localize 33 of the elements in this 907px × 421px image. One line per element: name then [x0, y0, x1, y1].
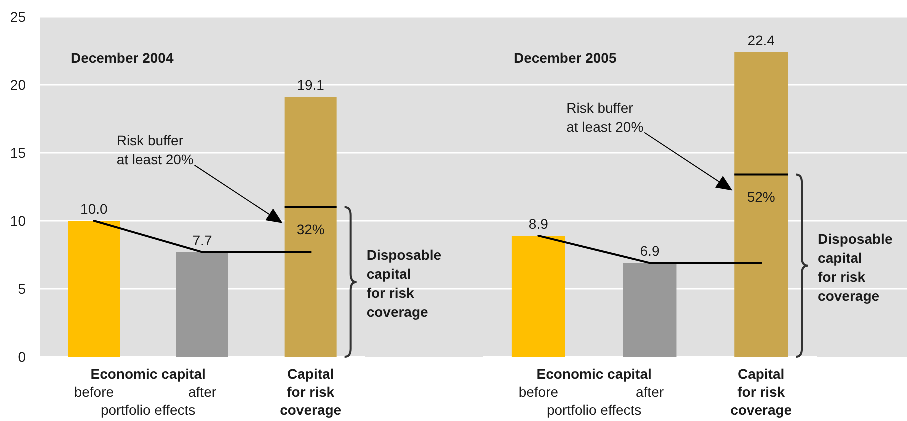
y-tick-label: 15: [10, 145, 26, 161]
x-tick-label: before: [74, 384, 114, 400]
x-tick-label: before: [518, 384, 559, 400]
x-tick-label: after: [636, 384, 664, 400]
bar: [284, 97, 337, 357]
y-tick-label: 25: [10, 9, 26, 25]
text: Disposable capital for risk coverage: [818, 230, 893, 304]
data-label: 6.9: [640, 243, 660, 260]
x-tick-label: after: [188, 384, 217, 400]
annotation: 32%: [296, 221, 325, 238]
bar: [68, 221, 120, 357]
y-tick-label: 0: [18, 349, 26, 365]
text: portfolio effects: [546, 402, 642, 418]
data-label: 19.1: [297, 77, 325, 94]
data-label: 7.7: [192, 232, 212, 248]
data-label: 10.0: [80, 201, 108, 217]
text: portfolio effects: [100, 402, 196, 418]
text: December 2005: [514, 50, 617, 66]
y-tick-label: 20: [10, 77, 26, 93]
x-tick-label: Capital for risk coverage: [280, 366, 342, 418]
annotation: Risk buffer at least 20%: [116, 132, 194, 168]
data-label: 22.4: [748, 32, 776, 48]
text: Disposable capital for risk coverage: [366, 247, 442, 320]
y-tick-label: 5: [18, 281, 26, 297]
data-label: 8.9: [528, 216, 549, 232]
bar: [176, 252, 228, 357]
x-tick-label: Capital for risk coverage: [730, 366, 792, 418]
text: Economic capital: [90, 366, 206, 382]
y-tick-label: 10: [10, 213, 26, 229]
text: Economic capital: [536, 366, 652, 382]
annotation: 52%: [747, 188, 776, 205]
annotation: Risk buffer at least 20%: [566, 100, 644, 135]
text: December 2004: [71, 50, 174, 66]
